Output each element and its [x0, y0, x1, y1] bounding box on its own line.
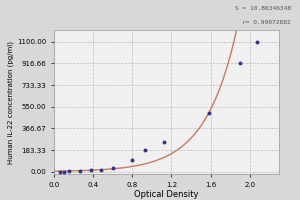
Point — [61, 170, 66, 173]
Point — [206, 111, 211, 114]
Y-axis label: Human IL-22 concentration (pg/ml): Human IL-22 concentration (pg/ml) — [8, 40, 14, 164]
Point — [99, 168, 103, 171]
X-axis label: Optical Density: Optical Density — [134, 190, 199, 199]
Point — [66, 170, 71, 173]
Point — [130, 158, 135, 161]
Point — [161, 141, 166, 144]
Text: S = 10.86346348: S = 10.86346348 — [235, 6, 291, 11]
Point — [110, 166, 115, 170]
Point — [89, 169, 94, 172]
Text: r= 0.99972882: r= 0.99972882 — [242, 20, 291, 25]
Point — [58, 170, 62, 173]
Point — [238, 62, 242, 65]
Point — [78, 169, 83, 173]
Point — [255, 40, 260, 43]
Point — [142, 148, 147, 152]
